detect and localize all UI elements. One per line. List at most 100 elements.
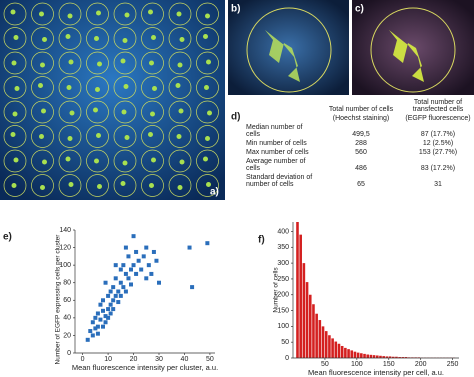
point	[106, 293, 111, 298]
x-axis-label: Mean fluorescence intensity per cluster,…	[72, 363, 218, 372]
well	[141, 51, 164, 75]
cell-blob	[124, 12, 130, 18]
bar	[334, 341, 338, 358]
y-tick-label: 50	[281, 339, 289, 346]
x-tick-label: 20	[130, 356, 138, 363]
y-tick-label: 20	[63, 332, 71, 339]
y-tick-label: 140	[59, 227, 71, 234]
cell-blob	[175, 83, 181, 88]
y-tick-label: 40	[63, 315, 71, 322]
cell-value: 499,5	[352, 131, 370, 138]
well	[196, 125, 219, 148]
cluster-circle	[370, 7, 456, 93]
well	[168, 149, 192, 173]
point	[146, 263, 151, 268]
point	[131, 234, 136, 239]
well	[31, 125, 54, 148]
cells	[265, 30, 300, 82]
cell-blob	[97, 61, 102, 67]
cell-blob	[176, 134, 182, 139]
well	[196, 27, 219, 50]
cell-blob	[93, 107, 98, 113]
well	[58, 51, 82, 75]
point	[136, 258, 141, 263]
panel-label: b)	[231, 4, 240, 15]
cell-blob	[207, 110, 212, 116]
cell-value: 31	[434, 181, 442, 188]
point	[134, 249, 139, 254]
point	[123, 289, 128, 294]
point	[95, 311, 100, 316]
cell-blob	[65, 156, 71, 162]
point	[187, 245, 192, 250]
cell-blob	[96, 133, 101, 138]
bar	[340, 345, 344, 358]
well	[58, 125, 82, 148]
well	[113, 149, 137, 173]
cell-blob	[151, 157, 156, 163]
cell-blob	[204, 85, 209, 90]
bar	[315, 313, 318, 358]
well	[86, 76, 109, 99]
point	[101, 308, 105, 313]
cell-blob	[11, 183, 17, 188]
well	[141, 125, 164, 148]
y-tick-label: 350	[277, 244, 289, 251]
bar	[401, 357, 405, 358]
x-tick-label: 150	[383, 361, 395, 368]
well	[141, 76, 164, 99]
well	[31, 2, 54, 26]
point	[126, 276, 131, 281]
cell-blob	[38, 83, 43, 88]
point	[118, 280, 123, 285]
cell-blob	[39, 134, 44, 139]
y-tick-label: 60	[63, 297, 71, 304]
cluster-circle	[246, 7, 332, 93]
header-note: (EGFP fluorescence)	[405, 115, 471, 122]
well	[168, 174, 192, 197]
cell-blob	[42, 37, 47, 42]
row-label: Average number of cells	[246, 158, 306, 172]
point	[88, 329, 93, 334]
bar	[379, 355, 382, 358]
header: Total number of transfected cells	[412, 99, 464, 113]
cell-value: 560	[355, 149, 367, 156]
cell-blob	[10, 132, 16, 137]
well	[31, 100, 54, 124]
well	[58, 100, 82, 124]
cell-blob	[13, 35, 19, 40]
point	[103, 280, 108, 285]
point	[190, 285, 195, 290]
cell-blob	[123, 84, 129, 89]
y-tick-label: 250	[277, 276, 289, 283]
bar	[296, 222, 299, 358]
header-note: (Hoechst staining)	[332, 115, 390, 122]
well	[141, 149, 164, 173]
well	[86, 100, 109, 124]
well	[141, 27, 164, 50]
microscopy-array-image	[0, 0, 225, 200]
bar	[350, 350, 354, 358]
well	[196, 51, 219, 75]
x-tick-label: 200	[415, 361, 427, 368]
point	[123, 245, 128, 250]
row-label: Min number of cells	[246, 140, 307, 147]
cell-blob	[205, 136, 210, 141]
x-axis-label: Mean fluorescence intensity per cell, a.…	[308, 368, 444, 377]
bar	[363, 353, 366, 358]
point	[205, 241, 210, 246]
cell-value: 65	[357, 181, 365, 188]
well	[168, 125, 192, 148]
point	[108, 302, 113, 307]
bar	[331, 338, 334, 358]
cell-blob	[97, 184, 102, 189]
cell-blob	[179, 159, 185, 165]
y-tick-label: 150	[277, 307, 289, 314]
well	[168, 51, 192, 75]
bar	[382, 356, 385, 358]
well	[3, 149, 27, 173]
point	[116, 300, 121, 305]
well	[3, 27, 27, 50]
y-tick-label: 120	[59, 244, 71, 251]
